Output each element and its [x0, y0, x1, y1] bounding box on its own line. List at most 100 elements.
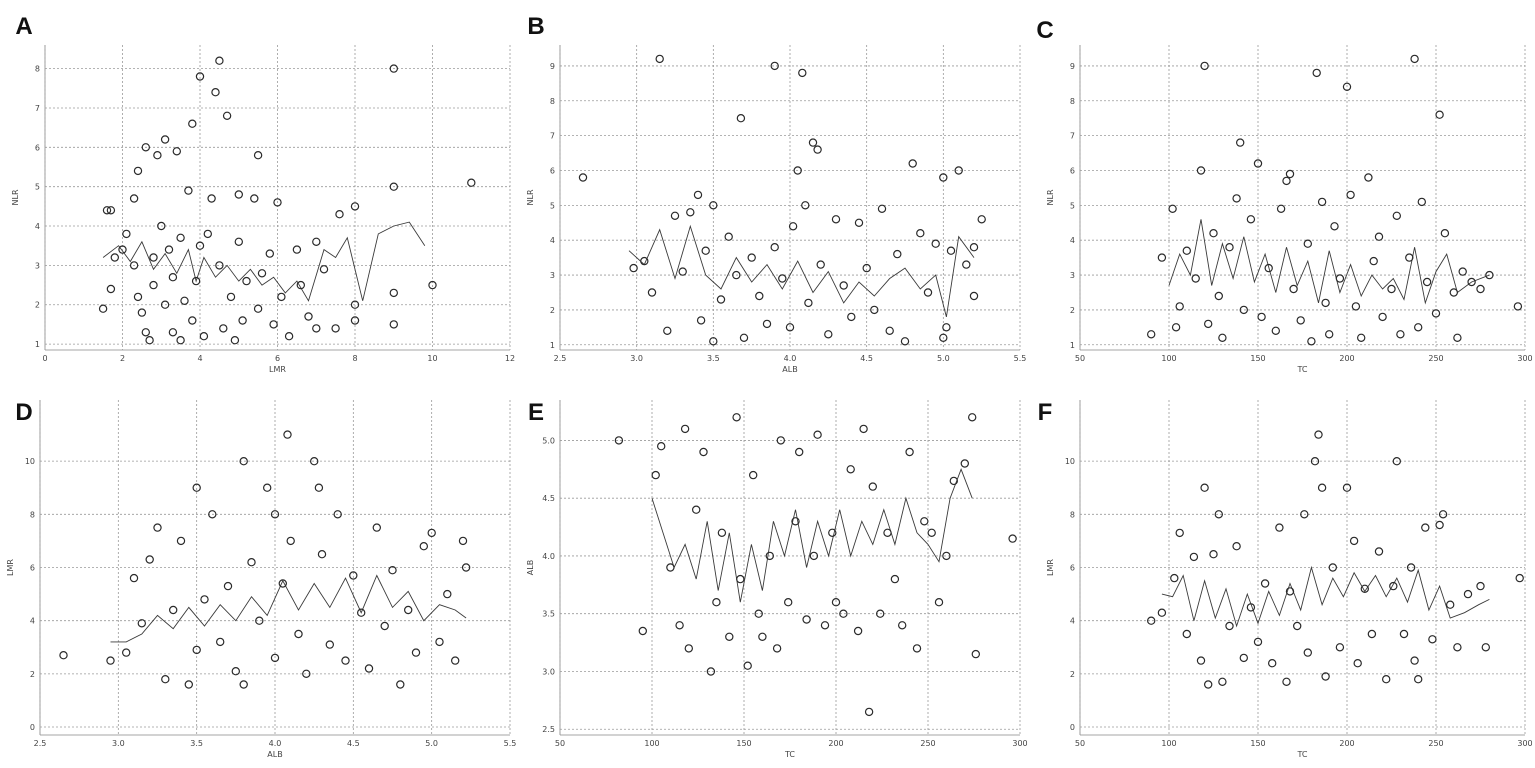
y-tick-label: 3: [35, 261, 40, 270]
data-point: [1225, 242, 1234, 252]
data-point: [809, 551, 819, 561]
x-tick-label: 0: [42, 354, 47, 363]
data-point: [931, 239, 940, 248]
data-point: [467, 178, 476, 187]
data-point: [1175, 302, 1184, 311]
data-point: [219, 324, 228, 333]
data-point: [749, 470, 758, 480]
data-point: [1410, 656, 1419, 665]
data-point: [1467, 277, 1476, 287]
data-point: [1431, 309, 1441, 318]
y-tick-label: 6: [30, 564, 35, 573]
data-point: [1282, 176, 1291, 186]
data-point: [1421, 523, 1430, 532]
trend-line: [102, 221, 426, 302]
data-point: [1209, 550, 1218, 559]
data-point: [1182, 246, 1192, 255]
data-point: [160, 135, 170, 144]
data-point: [443, 589, 452, 599]
data-point: [706, 667, 716, 676]
data-point: [724, 232, 733, 241]
data-point: [1246, 215, 1256, 224]
x-tick-label: 3.5: [190, 739, 203, 748]
data-point: [1435, 110, 1444, 119]
data-point: [813, 430, 822, 439]
data-point: [647, 288, 657, 297]
y-tick-label: 6: [1070, 166, 1075, 175]
data-point: [199, 332, 209, 341]
data-point: [253, 150, 263, 160]
data-point: [1275, 523, 1284, 532]
data-point: [333, 510, 342, 519]
data-point: [1346, 190, 1355, 200]
data-point: [1324, 330, 1334, 339]
data-point: [942, 551, 951, 561]
panel-b: 2.5 3.0 3.5 4.0 4.5 5.0 5.5 1 2 3 4 5 6 7 8 9 ALB NLR B: [526, 13, 1026, 374]
data-point: [1342, 483, 1352, 492]
data-point: [696, 316, 706, 325]
data-point: [226, 292, 236, 302]
data-point: [1351, 302, 1361, 311]
data-point: [946, 246, 956, 255]
data-point: [770, 61, 779, 71]
data-point: [1203, 680, 1213, 689]
data-point: [1428, 635, 1437, 644]
data-point: [1225, 621, 1234, 631]
data-point: [885, 326, 894, 335]
data-point: [1218, 333, 1227, 342]
data-point: [1364, 173, 1373, 182]
data-point: [802, 615, 811, 624]
x-tick-label: 50: [555, 739, 565, 748]
data-point: [1389, 581, 1398, 591]
data-point: [1438, 510, 1448, 519]
y-tick-label: 5: [35, 183, 40, 192]
x-tick-label: 4: [197, 354, 202, 363]
y-tick-label: 2: [1070, 306, 1075, 315]
data-point: [784, 598, 793, 607]
data-point: [686, 208, 695, 217]
data-point: [304, 312, 313, 321]
data-point: [277, 292, 286, 302]
data-point: [870, 305, 879, 315]
data-point: [1321, 298, 1330, 308]
data-point: [912, 644, 922, 653]
x-tick-label: 100: [1161, 739, 1176, 748]
panel-letter: A: [15, 13, 32, 40]
data-point: [145, 555, 154, 564]
data-point: [1303, 239, 1313, 248]
data-point: [717, 528, 727, 538]
data-point: [942, 323, 951, 332]
data-point: [278, 579, 287, 588]
data-point: [939, 173, 948, 182]
data-point: [828, 528, 837, 538]
panel-f: 50 100 150 200 250 300 0 2 4 6 8 10 TC LMR F: [1038, 399, 1533, 759]
data-point: [1369, 256, 1378, 266]
data-point: [273, 198, 282, 207]
data-point: [1321, 672, 1330, 681]
data-point: [1481, 643, 1491, 652]
data-point: [655, 54, 664, 64]
x-axis-title: ALB: [782, 365, 797, 374]
data-point: [795, 447, 804, 457]
data-point: [389, 320, 398, 329]
data-point: [223, 581, 233, 591]
y-tick-label: 8: [550, 97, 555, 106]
data-point: [106, 206, 116, 215]
data-point: [247, 558, 256, 567]
data-point: [725, 632, 734, 642]
data-point: [791, 517, 800, 526]
x-tick-label: 150: [1250, 739, 1265, 748]
data-point: [239, 680, 248, 689]
data-point: [184, 186, 193, 195]
data-point: [1406, 563, 1416, 572]
data-point: [157, 221, 166, 231]
data-point: [168, 605, 178, 615]
y-axis-title: ALB: [526, 560, 535, 575]
data-point: [1476, 284, 1485, 294]
data-point: [331, 324, 340, 333]
data-point: [168, 328, 178, 337]
data-point: [411, 648, 421, 657]
data-point: [1360, 584, 1370, 594]
data-point: [798, 68, 807, 78]
data-point: [657, 442, 666, 451]
